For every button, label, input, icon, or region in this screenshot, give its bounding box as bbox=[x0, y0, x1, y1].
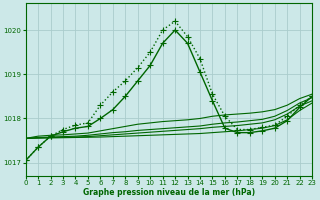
X-axis label: Graphe pression niveau de la mer (hPa): Graphe pression niveau de la mer (hPa) bbox=[83, 188, 255, 197]
